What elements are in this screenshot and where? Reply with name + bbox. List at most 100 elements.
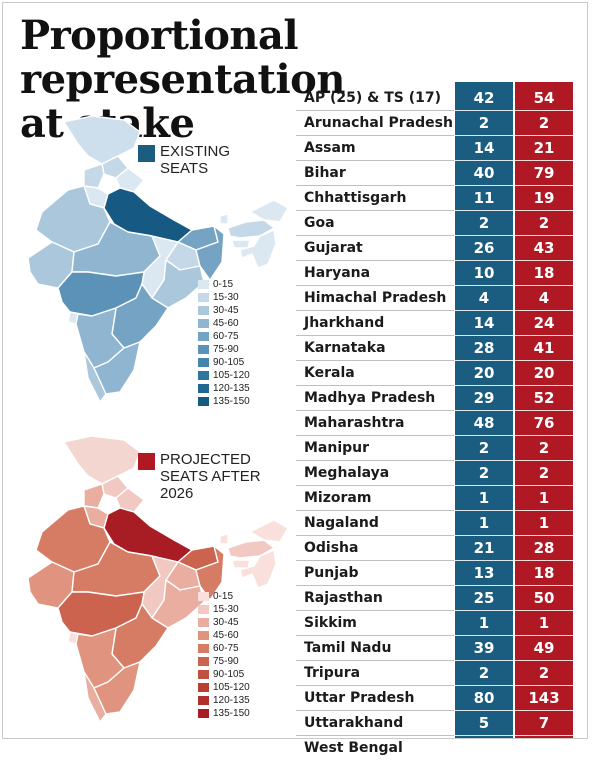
existing-scale-swatch [198,345,209,354]
existing-seats-value: 48 [455,411,513,436]
existing-seats-value: 40 [455,161,513,186]
state-name: Tamil Nadu [296,636,454,661]
projected-scale-swatch [198,631,209,640]
projected-scale-swatch [198,644,209,653]
existing-seats-value: 2 [455,661,513,686]
projected-seats-value: 1 [515,611,573,636]
existing-scale-label: 75-90 [213,344,239,355]
projected-scale-row: 60-75 [198,642,250,655]
map-region-punjab [84,164,104,188]
projected-seats-label: PROJECTED SEATS AFTER 2026 [160,451,261,502]
existing-scale-label: 0-15 [213,279,233,290]
existing-scale-label: 45-60 [213,318,239,329]
projected-scale-label: 15-30 [213,604,239,615]
projected-scale-row: 15-30 [198,603,250,616]
state-name: Kerala [296,361,454,386]
projected-scale-swatch [198,683,209,692]
existing-scale-swatch [198,397,209,406]
existing-seats-value: 5 [455,711,513,736]
projected-seats-value: 52 [515,386,573,411]
projected-seats-value: 2 [515,111,573,136]
existing-scale-swatch [198,319,209,328]
state-name: Haryana [296,261,454,286]
state-name: Uttarakhand [296,711,454,736]
existing-seats-value: 1 [455,611,513,636]
projected-scale-label: 90-105 [213,669,244,680]
existing-scale-row: 120-135 [198,382,250,395]
projected-scale-row: 105-120 [198,681,250,694]
projected-scale-row: 0-15 [198,590,250,603]
state-name: Sikkim [296,611,454,636]
existing-scale-row: 90-105 [198,356,250,369]
existing-seats-value: 39 [455,636,513,661]
projected-scale-swatch [198,657,209,666]
map-region-meghalaya [232,240,250,248]
projected-seats-label-line-2: SEATS AFTER [160,468,261,485]
map-region-sikkim [220,534,228,544]
existing-scale-swatch [198,358,209,367]
existing-seats-value: 28 [455,336,513,361]
projected-seats-value: 24 [515,311,573,336]
projected-scale-label: 0-15 [213,591,233,602]
existing-seats-value: 25 [455,586,513,611]
existing-scale-swatch [198,332,209,341]
projected-seats-value: 7 [515,711,573,736]
existing-scale-label: 135-150 [213,396,250,407]
existing-scale-label: 60-75 [213,331,239,342]
projected-scale-row: 45-60 [198,629,250,642]
existing-seats-label-line-2: SEATS [160,160,230,177]
state-name: Arunachal Pradesh [296,111,454,136]
projected-scale-label: 60-75 [213,643,239,654]
existing-scale-label: 90-105 [213,357,244,368]
existing-seats-label: EXISTING SEATS [160,143,230,177]
projected-seats-value: 18 [515,561,573,586]
projected-scale-label: 75-90 [213,656,239,667]
projected-seats-value: 41 [515,336,573,361]
existing-seats-value: 21 [455,536,513,561]
state-name: Madhya Pradesh [296,386,454,411]
projected-seats-value: 60 [515,736,573,760]
existing-seats-value: 14 [455,311,513,336]
state-name: Meghalaya [296,461,454,486]
projected-scale-label: 45-60 [213,630,239,641]
existing-seats-value: 1 [455,511,513,536]
state-name: Jharkhand [296,311,454,336]
projected-seats-value: 76 [515,411,573,436]
existing-scale-swatch [198,306,209,315]
projected-scale-label: 135-150 [213,708,250,719]
map-region-north [64,436,140,484]
existing-scale-row: 135-150 [198,395,250,408]
state-name: Rajasthan [296,586,454,611]
state-name: West Bengal [296,736,454,760]
projected-seats-value: 2 [515,661,573,686]
projected-seats-swatch [138,453,155,470]
state-name: Assam [296,136,454,161]
state-name: Karnataka [296,336,454,361]
projected-scale-row: 75-90 [198,655,250,668]
projected-scale-label: 120-135 [213,695,250,706]
state-name: Chhattisgarh [296,186,454,211]
existing-seats-value: 2 [455,111,513,136]
map-region-meghalaya [232,560,250,568]
existing-seats-value: 2 [455,436,513,461]
projected-seats-value: 20 [515,361,573,386]
existing-scale-label: 15-30 [213,292,239,303]
existing-scale-row: 60-75 [198,330,250,343]
state-name: Tripura [296,661,454,686]
existing-scale-label: 120-135 [213,383,250,394]
existing-scale-swatch [198,293,209,302]
